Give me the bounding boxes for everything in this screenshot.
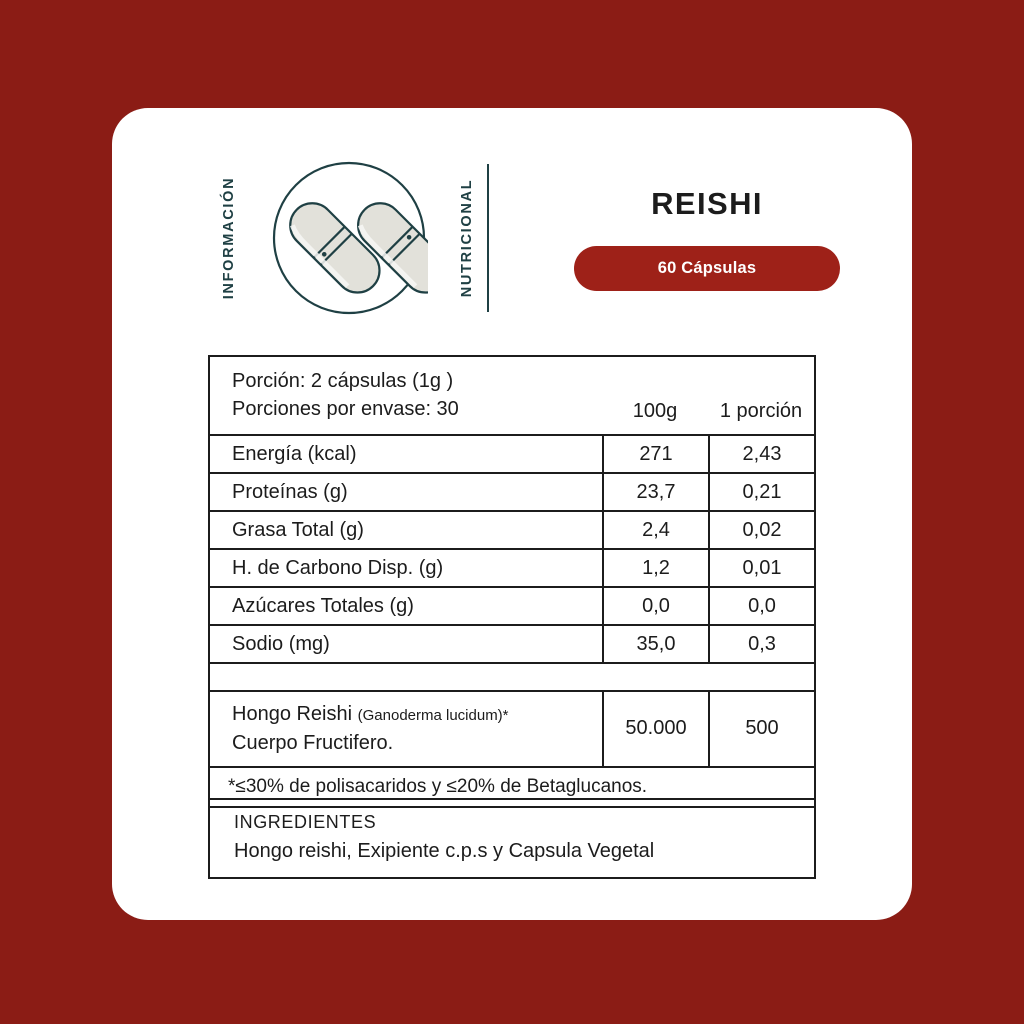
active-ingredient-latin-name: (Ganoderma lucidum)*	[357, 707, 509, 725]
nutrient-name: Grasa Total (g)	[232, 518, 364, 541]
capsule-count-badge: 60 Cápsulas	[574, 245, 840, 291]
nutrient-name: H. de Carbono Disp. (g)	[232, 556, 444, 579]
nutrient-per-100g: 271	[602, 436, 708, 473]
ingredients-box: INGREDIENTES Hongo reishi, Exipiente c.p…	[208, 798, 816, 879]
nutrient-per-portion: 0,0	[708, 588, 814, 625]
nutrition-facts-table: Porción: 2 cápsulas (1g ) Porciones por …	[208, 355, 816, 808]
serving-size: Porción: 2 cápsulas (1g )	[232, 370, 454, 392]
two-capsules-icon	[270, 159, 449, 317]
nutrient-name: Proteínas (g)	[232, 480, 348, 503]
column-header-portion: 1 porción	[719, 400, 803, 423]
table-row: Azúcares Totales (g) 0,0 0,0	[210, 586, 814, 625]
nutrient-per-100g: 1,2	[602, 550, 708, 587]
serving-info: Porción: 2 cápsulas (1g ) Porciones por …	[210, 357, 602, 434]
active-ingredient-per-100g: 50.000	[602, 692, 708, 766]
vertical-label-nutricional: NUTRICIONAL	[459, 178, 475, 298]
title-block: REISHI 60 Cápsulas	[512, 186, 912, 291]
header-divider	[487, 164, 489, 312]
spacer-cell	[210, 664, 814, 690]
table-row: H. de Carbono Disp. (g) 1,2 0,01	[210, 548, 814, 587]
nutrient-per-100g: 35,0	[602, 626, 708, 663]
footnote-row: *≤30% de polisacaridos y ≤20% de Betaglu…	[210, 765, 814, 806]
active-ingredient-name: Hongo Reishi (Ganoderma lucidum)* Cuerpo…	[210, 692, 602, 766]
active-ingredient-common-name: Hongo Reishi	[232, 703, 358, 726]
table-spacer-row	[210, 662, 814, 690]
active-ingredient-per-portion: 500	[708, 692, 814, 766]
label-header: INFORMACIÓN	[112, 138, 912, 338]
vertical-label-informacion: INFORMACIÓN	[221, 176, 237, 300]
nutrient-per-portion: 0,01	[708, 550, 814, 587]
table-row: Sodio (mg) 35,0 0,3	[210, 624, 814, 663]
nutrient-per-100g: 23,7	[602, 474, 708, 511]
nutrient-per-portion: 2,43	[708, 436, 814, 473]
servings-per-container: Porciones por envase: 30	[232, 397, 459, 420]
table-row: Proteínas (g) 23,7 0,21	[210, 472, 814, 511]
nutrient-name: Azúcares Totales (g)	[232, 594, 414, 617]
ingredients-list: Hongo reishi, Exipiente c.p.s y Capsula …	[234, 840, 655, 862]
active-ingredient-row: Hongo Reishi (Ganoderma lucidum)* Cuerpo…	[210, 690, 814, 766]
nutrient-per-portion: 0,21	[708, 474, 814, 511]
page-title: REISHI	[651, 185, 763, 221]
active-ingredient-part: Cuerpo Fructifero.	[232, 731, 394, 754]
ingredients-heading: INGREDIENTES	[234, 812, 377, 832]
table-row: Grasa Total (g) 2,4 0,02	[210, 510, 814, 549]
nutrient-per-portion: 0,02	[708, 512, 814, 549]
nutrient-name: Sodio (mg)	[232, 632, 330, 655]
nutrition-label-card: INFORMACIÓN	[112, 108, 912, 920]
active-ingredient-line-1: Hongo Reishi (Ganoderma lucidum)*	[232, 700, 509, 729]
nutrient-per-100g: 0,0	[602, 588, 708, 625]
table-row: Energía (kcal) 271 2,43	[210, 434, 814, 473]
nutrient-per-portion: 0,3	[708, 626, 814, 663]
nutrient-name: Energía (kcal)	[232, 442, 357, 465]
brandmark: INFORMACIÓN	[112, 138, 512, 338]
table-header-row: Porción: 2 cápsulas (1g ) Porciones por …	[210, 357, 814, 434]
nutrient-per-100g: 2,4	[602, 512, 708, 549]
footnote-text: *≤30% de polisacaridos y ≤20% de Betaglu…	[228, 775, 648, 797]
column-header-100g: 100g	[632, 400, 678, 423]
